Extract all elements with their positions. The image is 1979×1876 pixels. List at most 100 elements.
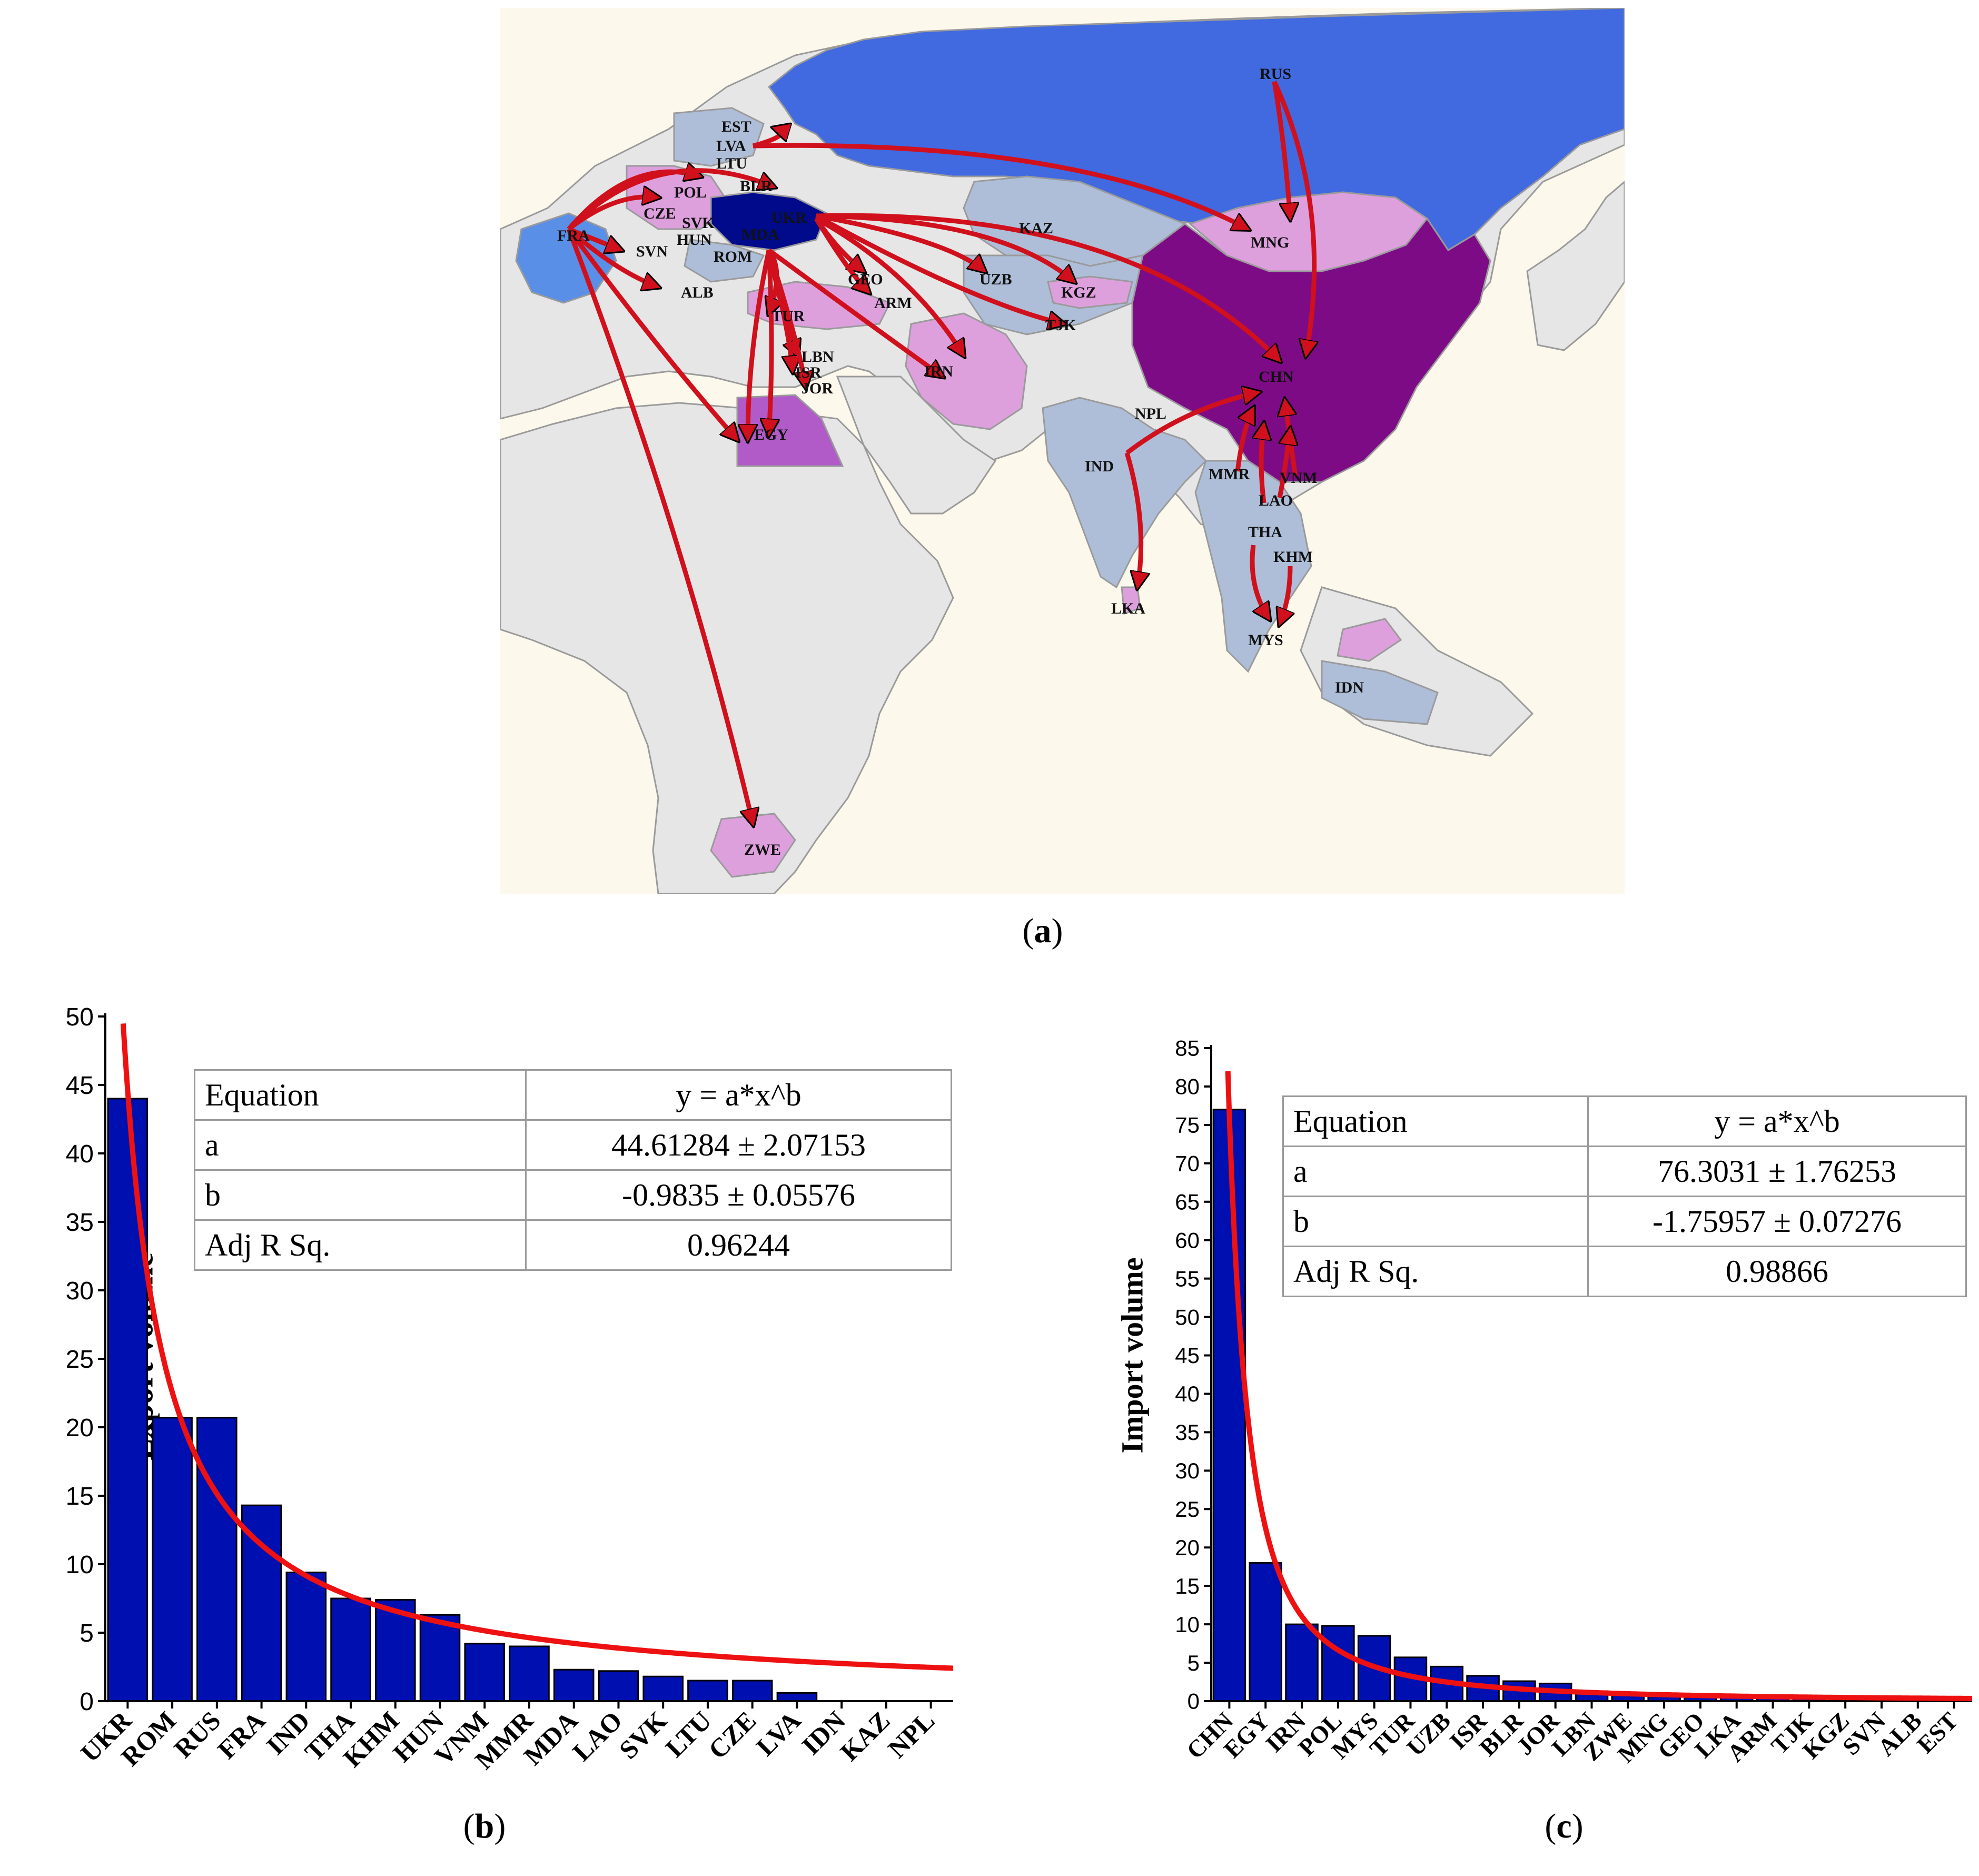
fit-value: y = a*x^b <box>1587 1095 1967 1147</box>
y-tick-label: 0 <box>80 1688 94 1716</box>
label-hun: HUN <box>677 231 712 249</box>
arrow-fra-egy <box>567 228 737 440</box>
label-ind: IND <box>1085 458 1114 475</box>
label-tjk: TJK <box>1045 317 1076 334</box>
label-khm: KHM <box>1273 548 1313 566</box>
caption-b-letter: b <box>474 1807 494 1845</box>
label-arm: ARM <box>874 294 912 312</box>
label-ukr: UKR <box>771 209 807 226</box>
export-fit-table: Equation y = a*x^b a 44.61284 ± 2.07153 … <box>194 1069 952 1271</box>
bar-hun <box>419 1614 461 1702</box>
fit-row: Adj R Sq. 0.98866 <box>1282 1246 1967 1297</box>
label-mmr: MMR <box>1209 466 1250 483</box>
export-volume-chart: 05101520253035404550UKRROMRUSFRAINDTHAKH… <box>66 1003 953 1775</box>
arrow-ukr-tjk <box>815 214 1064 324</box>
y-tick-label: 25 <box>66 1346 94 1374</box>
fit-row: a 44.61284 ± 2.07153 <box>194 1119 952 1171</box>
x-tick-label-mda: MDA <box>518 1705 583 1771</box>
arrow-mmr-chn <box>1235 408 1253 472</box>
arrow-rus-mng <box>1272 81 1290 219</box>
arrow-ind-chn <box>1125 392 1259 455</box>
arrow-khm-mys <box>1280 566 1290 624</box>
label-chn: CHN <box>1259 368 1294 386</box>
y-tick-label: 55 <box>1175 1266 1200 1291</box>
label-mng: MNG <box>1251 234 1289 251</box>
label-alb: ALB <box>681 284 714 301</box>
label-est: EST <box>721 118 751 135</box>
y-tick-label: 50 <box>66 1003 94 1031</box>
arrow-ind-lka <box>1124 452 1141 587</box>
arrow-ukr-uzb <box>816 213 985 271</box>
fit-value: 44.61284 ± 2.07153 <box>525 1119 952 1171</box>
fit-param: Adj R Sq. <box>1282 1246 1589 1297</box>
arrow-fra-alb <box>567 227 658 287</box>
country-indonesia <box>1321 660 1439 725</box>
arrow-fra-zwe <box>566 228 753 824</box>
label-cze: CZE <box>644 205 676 222</box>
arrow-lao-chn <box>1261 424 1264 503</box>
bar-ukr <box>107 1098 149 1702</box>
arrow-fra-cze <box>567 197 658 231</box>
bar-lao <box>598 1670 639 1702</box>
y-tick-label: 60 <box>1175 1228 1200 1252</box>
label-svn: SVN <box>636 243 668 260</box>
arrow-ukr-chn <box>816 213 1280 361</box>
arrow-ukr-arm <box>814 217 869 292</box>
bar-lva <box>776 1692 818 1702</box>
y-tick-label: 70 <box>1175 1151 1200 1176</box>
country-romania <box>684 239 765 283</box>
bar-cze <box>731 1680 773 1702</box>
fit-value: y = a*x^b <box>525 1069 952 1121</box>
arrow-rom-jor <box>766 249 806 387</box>
x-tick-label-npl: NPL <box>882 1705 940 1763</box>
y-tick-label: 45 <box>66 1072 94 1100</box>
arrow-rom-egy <box>748 250 771 440</box>
country-india <box>1042 397 1208 589</box>
fit-curve <box>120 1023 953 1671</box>
y-tick-label: 30 <box>1175 1458 1200 1483</box>
country-ukraine <box>710 191 828 251</box>
bar-svk <box>642 1675 684 1702</box>
x-tick-label-rus: RUS <box>168 1705 226 1763</box>
fit-value: 0.96244 <box>525 1219 952 1271</box>
label-blr: BLR <box>740 177 773 195</box>
fit-param: b <box>194 1169 527 1221</box>
label-rus: RUS <box>1260 65 1291 83</box>
label-lbn: LBN <box>802 348 834 366</box>
arrow-tha-mys <box>1250 545 1269 619</box>
fit-value: -1.75957 ± 0.07276 <box>1587 1196 1967 1247</box>
label-lka: LKA <box>1111 600 1145 617</box>
fit-row: b -0.9835 ± 0.05576 <box>194 1169 952 1221</box>
fit-value: -0.9835 ± 0.05576 <box>525 1169 952 1221</box>
fit-curve <box>1225 1071 1972 1701</box>
fit-param: a <box>194 1119 527 1171</box>
label-isr: ISR <box>795 364 822 381</box>
fit-row: Equation y = a*x^b <box>1282 1095 1967 1147</box>
x-tick-label-svk: SVK <box>614 1705 672 1764</box>
label-npl: NPL <box>1135 405 1166 422</box>
fit-param: Adj R Sq. <box>194 1219 527 1271</box>
fit-row: Equation y = a*x^b <box>194 1069 952 1121</box>
bar-rus <box>196 1417 238 1702</box>
country-zimbabwe <box>710 813 796 878</box>
label-irn: IRN <box>924 363 953 380</box>
y-tick-label: 50 <box>1175 1305 1200 1329</box>
bar-chn <box>1212 1109 1246 1702</box>
label-jor: JOR <box>802 380 833 397</box>
label-egy: EGY <box>754 426 788 443</box>
y-tick-label: 40 <box>1175 1381 1200 1406</box>
bar-mmr <box>509 1645 550 1702</box>
bar-ltu <box>687 1680 728 1702</box>
y-tick-label: 5 <box>80 1620 94 1647</box>
y-tick-label: 80 <box>1175 1074 1200 1099</box>
bar-mda <box>553 1668 595 1702</box>
fit-row: a 76.3031 ± 1.76253 <box>1282 1146 1967 1197</box>
label-lva: LVA <box>716 137 746 155</box>
y-tick-label: 30 <box>66 1277 94 1305</box>
bar-fra <box>241 1504 282 1702</box>
bar-vnm <box>464 1643 506 1702</box>
label-vnm: VNM <box>1280 469 1318 487</box>
fit-param: Equation <box>194 1069 527 1121</box>
label-lao: LAO <box>1259 492 1293 509</box>
trade-arrows <box>566 81 1314 824</box>
